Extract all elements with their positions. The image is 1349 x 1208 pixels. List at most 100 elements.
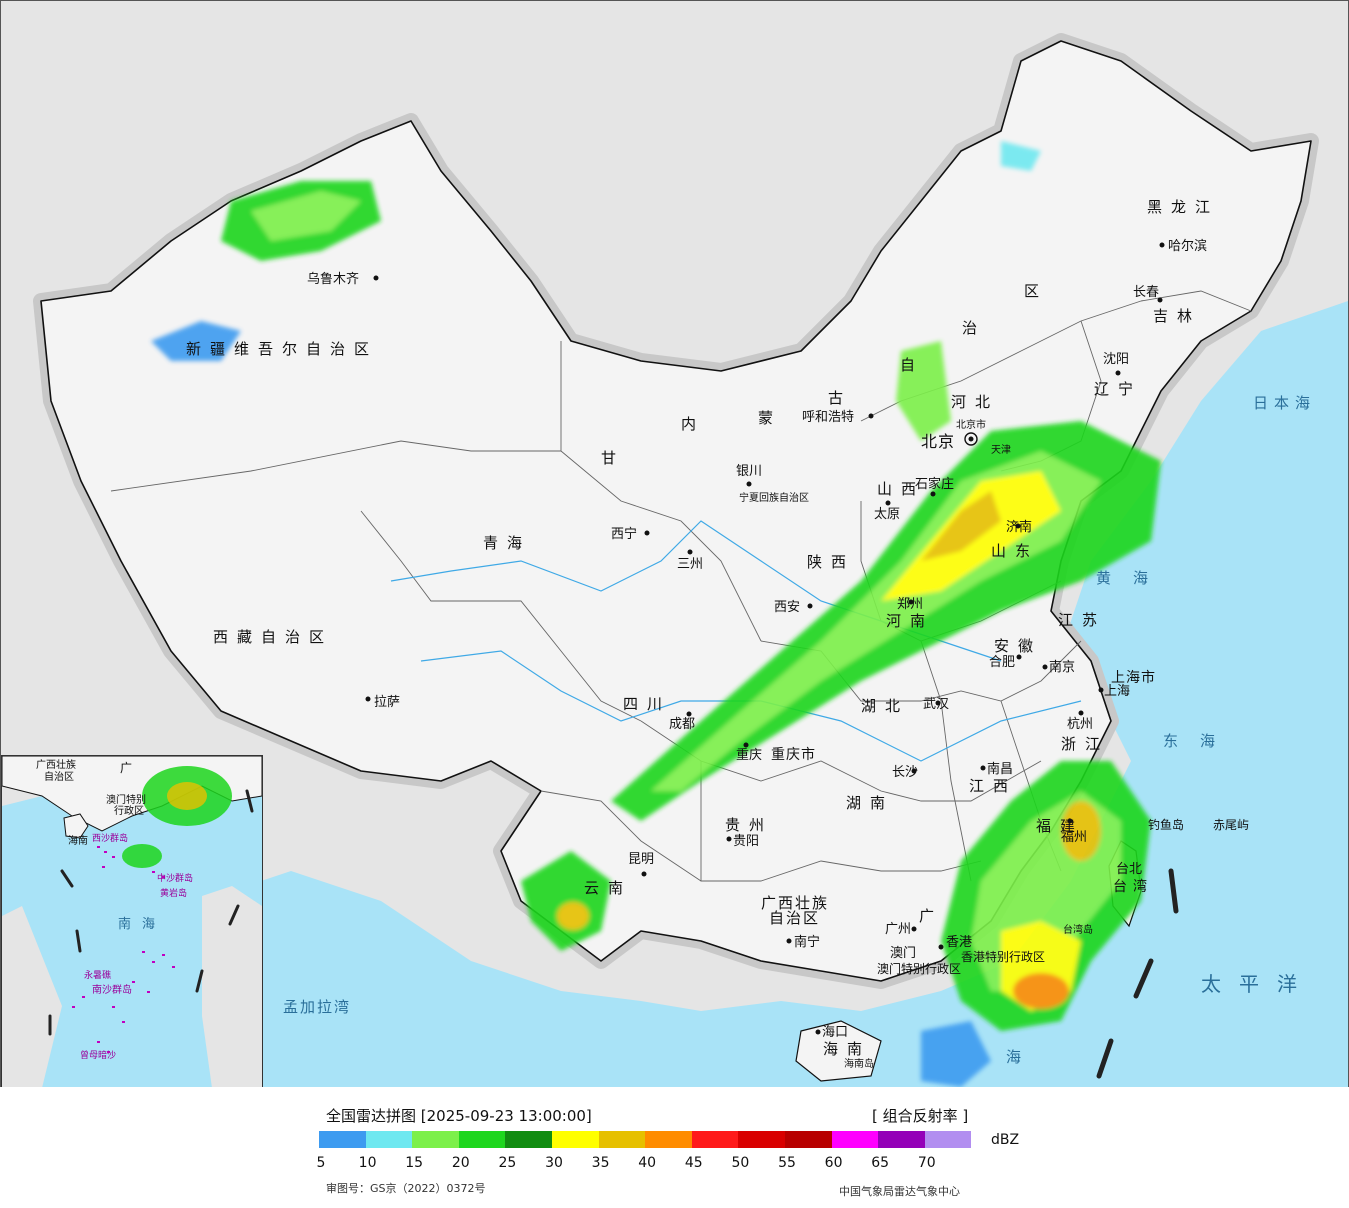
- city-taiwan: 台湾: [1113, 878, 1153, 895]
- tick-label: 55: [778, 1155, 796, 1171]
- tick-label: 70: [917, 1155, 936, 1171]
- label-ningxia: 宁夏回族自治区: [739, 491, 809, 504]
- sea-yellow: 黄海: [1096, 569, 1170, 587]
- color-swatch-1: [365, 1131, 413, 1148]
- label-shanghai-shi: 上海市: [1111, 669, 1156, 686]
- city-macau-sar: 澳门特别行政区: [877, 961, 961, 976]
- city-markers: [365, 242, 1165, 1035]
- city-changsha: 长沙: [892, 765, 918, 780]
- label-hunan: 湖南: [846, 794, 894, 812]
- city-beijing-shi: 北京市: [956, 418, 986, 431]
- product-name: [ 组合反射率 ]: [872, 1107, 969, 1125]
- inset-nansha: 南沙群岛: [92, 983, 132, 996]
- tick-label: 20: [451, 1155, 470, 1171]
- city-zhengzhou: 郑州: [897, 597, 923, 612]
- tick-label: 5: [316, 1155, 326, 1171]
- sea-pacific: 太平洋: [1201, 972, 1315, 996]
- city-lanzhou: 三州: [677, 557, 703, 572]
- label-jilin: 吉林: [1153, 307, 1201, 325]
- label-fujian: 福建: [1036, 817, 1084, 835]
- city-shijiazhuang: 石家庄: [915, 476, 954, 492]
- color-swatch-3: [458, 1131, 506, 1148]
- inset-xisha: 西沙群岛: [92, 832, 128, 844]
- label-jiangxi: 江西: [969, 777, 1017, 795]
- tick-label: 40: [638, 1155, 657, 1171]
- label-neimenggu-2: 蒙: [758, 409, 782, 427]
- city-haikou: 海口: [822, 1025, 848, 1040]
- label-yunnan: 云南: [584, 879, 632, 897]
- color-swatch-11: [831, 1131, 879, 1148]
- city-changchun: 长春: [1133, 285, 1159, 300]
- data-provider: 中国气象局雷达气象中心: [839, 1185, 960, 1198]
- label-guangdong: 广: [919, 907, 943, 925]
- inset-yongshu: 永暑礁: [84, 969, 111, 981]
- sea-south: 海: [1006, 1048, 1027, 1066]
- city-nanning: 南宁: [794, 934, 820, 950]
- color-swatch-4: [505, 1131, 552, 1148]
- inset-macau-sar-2: 行政区: [114, 804, 144, 817]
- tick-label: 25: [498, 1155, 517, 1171]
- city-hangzhou: 杭州: [1067, 717, 1093, 732]
- color-swatch-9: [738, 1131, 785, 1148]
- city-hohhot: 呼和浩特: [802, 410, 854, 425]
- label-heilongjiang: 黑龙江: [1147, 198, 1219, 216]
- label-jiangsu: 江苏: [1058, 611, 1106, 629]
- city-yinchuan: 银川: [736, 464, 762, 479]
- label-xizang: 西藏自治区: [213, 628, 333, 646]
- city-shanghai: 上海: [1104, 684, 1130, 699]
- city-guiyang: 贵阳: [733, 834, 759, 849]
- color-swatch-8: [691, 1131, 739, 1148]
- legend-unit: dBZ: [991, 1132, 1020, 1148]
- city-labels: 乌鲁木齐 拉萨 西宁 三州 银川 呼和浩特 北京市 天津 石家庄 太原 济南 西…: [307, 238, 1249, 1070]
- label-neimenggu-4: 自: [900, 356, 924, 374]
- label-zhejiang: 浙江: [1061, 735, 1109, 753]
- color-swatch-5: [551, 1131, 599, 1148]
- label-sichuan: 四川: [623, 695, 671, 713]
- label-guizhou: 贵州: [725, 816, 773, 834]
- tick-label: 35: [591, 1155, 610, 1171]
- color-swatch-0: [319, 1131, 366, 1148]
- label-hainan: 海南: [823, 1040, 871, 1058]
- city-taiwan-dao: 台湾岛: [1063, 923, 1093, 936]
- inset-south-sea-2: 海: [142, 917, 155, 932]
- city-fuzhou: 福州: [1061, 830, 1087, 845]
- city-xining: 西宁: [611, 526, 637, 542]
- label-shaanxi: 陕西: [807, 553, 855, 571]
- city-urumqi: 乌鲁木齐: [307, 271, 359, 287]
- label-neimenggu-3: 古: [828, 389, 852, 407]
- sea-japan: 日本海: [1253, 394, 1316, 412]
- province-labels: 新疆维吾尔自治区 西藏自治区 青海 甘 四川 云南 贵州 广西壮族 自治区 广 …: [186, 198, 1219, 1058]
- label-qinghai: 青海: [483, 534, 531, 552]
- color-swatch-10: [784, 1131, 832, 1148]
- label-shandong: 山东: [991, 542, 1039, 560]
- sea-east: 东海: [1163, 732, 1237, 750]
- city-shenyang: 沈阳: [1103, 352, 1129, 367]
- legend-title: 全国雷达拼图 [2025-09-23 13:00:00]: [326, 1107, 592, 1125]
- label-chongqing: 重庆市: [771, 746, 816, 763]
- inset-zhongsha: 中沙群岛: [157, 872, 193, 884]
- inset-south-sea: 南: [118, 916, 131, 932]
- tick-label: 30: [545, 1155, 563, 1171]
- dbz-color-bar: [319, 1131, 972, 1148]
- label-chiwei: 赤尾屿: [1213, 818, 1249, 832]
- city-guangzhou: 广州: [885, 922, 911, 937]
- city-lhasa: 拉萨: [374, 695, 400, 710]
- city-harbin: 哈尔滨: [1168, 238, 1207, 254]
- label-xinjiang: 新疆维吾尔自治区: [186, 340, 378, 358]
- radar-map: 新疆维吾尔自治区 西藏自治区 青海 甘 四川 云南 贵州 广西壮族 自治区 广 …: [0, 0, 1349, 1088]
- tick-label: 50: [731, 1155, 750, 1171]
- capital-marker: [964, 432, 978, 446]
- tick-label: 60: [824, 1155, 843, 1171]
- city-hk-sar: 香港特别行政区: [961, 949, 1045, 964]
- city-taipei: 台北: [1116, 862, 1142, 877]
- tick-label: 45: [684, 1155, 703, 1171]
- label-neimenggu-5: 治: [962, 319, 986, 337]
- sea-labels: 日本海 黄海 东海 太平洋 孟加拉湾 海: [283, 394, 1316, 1066]
- label-hubei: 湖北: [861, 697, 909, 715]
- color-swatch-12: [878, 1131, 925, 1148]
- legend-panel: 全国雷达拼图 [2025-09-23 13:00:00] [ 组合反射率 ] d…: [0, 1087, 1349, 1208]
- inset-guangdong: 广: [120, 761, 132, 775]
- label-gansu: 甘: [601, 449, 625, 467]
- inset-macau-sar: 澳门特别: [106, 793, 146, 806]
- city-macau: 澳门: [890, 945, 916, 961]
